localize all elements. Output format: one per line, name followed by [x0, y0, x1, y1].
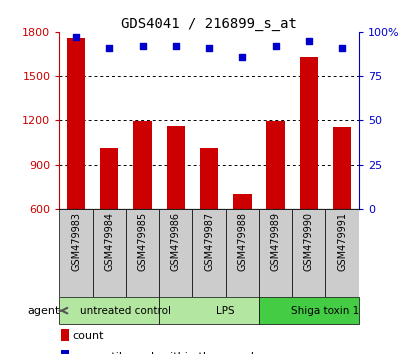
Bar: [159, 297, 258, 324]
Point: [305, 38, 311, 44]
Bar: [126, 209, 159, 297]
Text: LPS: LPS: [216, 306, 234, 316]
Bar: [200, 148, 218, 209]
Text: GSM479991: GSM479991: [336, 211, 346, 270]
Text: Shiga toxin 1: Shiga toxin 1: [291, 306, 359, 316]
Bar: [233, 194, 251, 209]
Bar: [59, 297, 159, 324]
Text: untreated control: untreated control: [80, 306, 171, 316]
Bar: [159, 209, 192, 297]
Text: GSM479984: GSM479984: [104, 211, 114, 270]
Bar: [59, 209, 92, 297]
Bar: [258, 297, 358, 324]
Bar: [92, 209, 126, 297]
Bar: [61, 329, 69, 341]
Bar: [299, 57, 317, 209]
Text: GSM479986: GSM479986: [171, 211, 180, 270]
Point: [272, 43, 278, 49]
Point: [106, 45, 112, 51]
Bar: [225, 209, 258, 297]
Bar: [292, 209, 325, 297]
Text: count: count: [72, 331, 104, 341]
Point: [73, 34, 79, 40]
Text: GSM479990: GSM479990: [303, 211, 313, 270]
Point: [205, 45, 212, 51]
Bar: [133, 121, 151, 209]
Bar: [61, 350, 69, 354]
Bar: [332, 127, 351, 209]
Text: percentile rank within the sample: percentile rank within the sample: [72, 352, 260, 354]
Bar: [166, 126, 184, 209]
Bar: [100, 148, 118, 209]
Text: GSM479983: GSM479983: [71, 211, 81, 270]
Bar: [325, 209, 358, 297]
Bar: [258, 209, 292, 297]
Text: GSM479985: GSM479985: [137, 211, 147, 271]
Title: GDS4041 / 216899_s_at: GDS4041 / 216899_s_at: [121, 17, 296, 31]
Bar: [192, 209, 225, 297]
Point: [238, 54, 245, 59]
Text: agent: agent: [27, 306, 60, 316]
Bar: [266, 121, 284, 209]
Point: [338, 45, 344, 51]
Text: GSM479987: GSM479987: [204, 211, 213, 271]
Point: [139, 43, 146, 49]
Text: GSM479988: GSM479988: [237, 211, 247, 270]
Point: [172, 43, 179, 49]
Bar: [67, 38, 85, 209]
Text: GSM479989: GSM479989: [270, 211, 280, 270]
